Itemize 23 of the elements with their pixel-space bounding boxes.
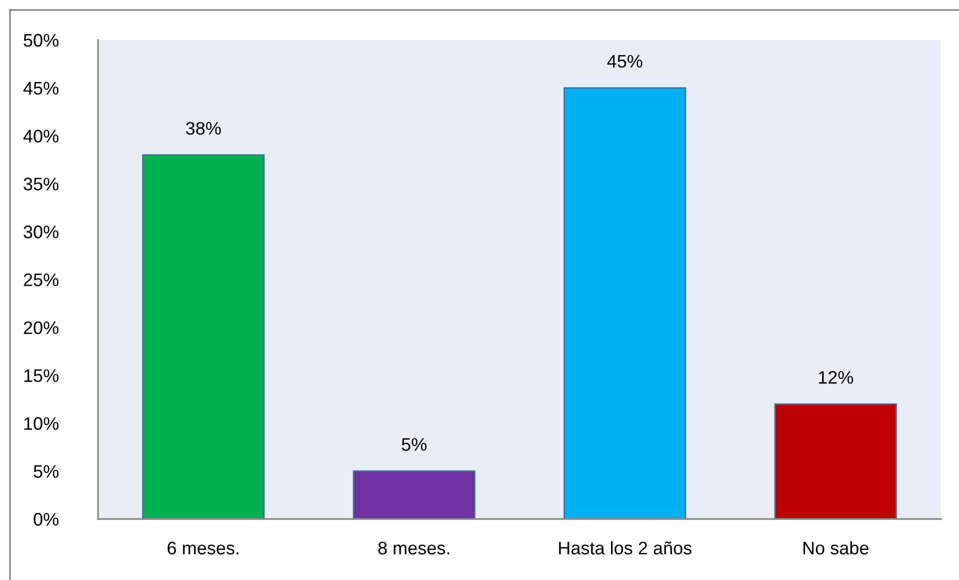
y-tick-label: 15% xyxy=(24,369,58,382)
bar xyxy=(142,154,265,519)
bar xyxy=(564,87,686,519)
y-tick-label: 20% xyxy=(24,321,58,334)
y-tick-label: 0% xyxy=(34,512,58,526)
y-tick-label: 5% xyxy=(34,465,58,478)
bar xyxy=(774,403,897,519)
x-tick-label: 8 meses. xyxy=(378,542,450,554)
y-tick-label: 35% xyxy=(24,178,58,190)
y-tick-label: 30% xyxy=(24,226,58,238)
y-tick-label: 10% xyxy=(24,417,58,430)
data-label: 38% xyxy=(186,122,221,135)
bar xyxy=(352,470,476,519)
y-tick-label: 25% xyxy=(24,273,58,286)
x-tick-label: 6 meses. xyxy=(168,542,238,554)
data-label: 12% xyxy=(818,371,854,384)
data-label: 45% xyxy=(607,54,642,68)
data-label: 5% xyxy=(402,438,427,451)
x-tick-label: Hasta los 2 años xyxy=(559,541,692,554)
y-tick-label: 45% xyxy=(23,82,58,95)
y-tick-label: 40% xyxy=(23,130,58,143)
x-tick-label: No sabe xyxy=(803,541,868,554)
y-tick-label: 50% xyxy=(24,34,58,47)
